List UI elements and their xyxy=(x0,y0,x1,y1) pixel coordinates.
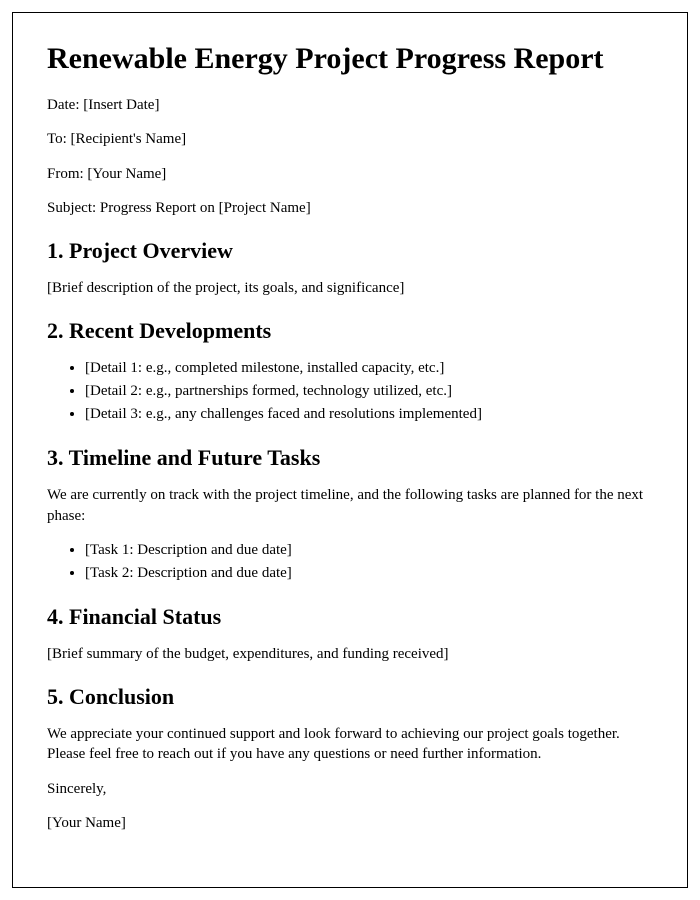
signature: [Your Name] xyxy=(47,813,653,833)
meta-date: Date: [Insert Date] xyxy=(47,95,653,115)
list-item: [Detail 3: e.g., any challenges faced an… xyxy=(85,404,653,425)
financial-body: [Brief summary of the budget, expenditur… xyxy=(47,644,653,664)
timeline-intro: We are currently on track with the proje… xyxy=(47,485,653,526)
section-heading-developments: 2. Recent Developments xyxy=(47,318,653,344)
section-heading-timeline: 3. Timeline and Future Tasks xyxy=(47,445,653,471)
section-heading-financial: 4. Financial Status xyxy=(47,604,653,630)
section-heading-overview: 1. Project Overview xyxy=(47,238,653,264)
meta-from: From: [Your Name] xyxy=(47,164,653,184)
closing: Sincerely, xyxy=(47,779,653,799)
meta-subject: Subject: Progress Report on [Project Nam… xyxy=(47,198,653,218)
document-title: Renewable Energy Project Progress Report xyxy=(47,41,653,77)
list-item: [Task 2: Description and due date] xyxy=(85,563,653,584)
developments-list: [Detail 1: e.g., completed milestone, in… xyxy=(47,358,653,425)
list-item: [Detail 2: e.g., partnerships formed, te… xyxy=(85,381,653,402)
list-item: [Task 1: Description and due date] xyxy=(85,540,653,561)
list-item: [Detail 1: e.g., completed milestone, in… xyxy=(85,358,653,379)
timeline-list: [Task 1: Description and due date] [Task… xyxy=(47,540,653,584)
section-heading-conclusion: 5. Conclusion xyxy=(47,684,653,710)
conclusion-body: We appreciate your continued support and… xyxy=(47,724,653,765)
meta-to: To: [Recipient's Name] xyxy=(47,129,653,149)
overview-body: [Brief description of the project, its g… xyxy=(47,278,653,298)
document-page: Renewable Energy Project Progress Report… xyxy=(12,12,688,888)
